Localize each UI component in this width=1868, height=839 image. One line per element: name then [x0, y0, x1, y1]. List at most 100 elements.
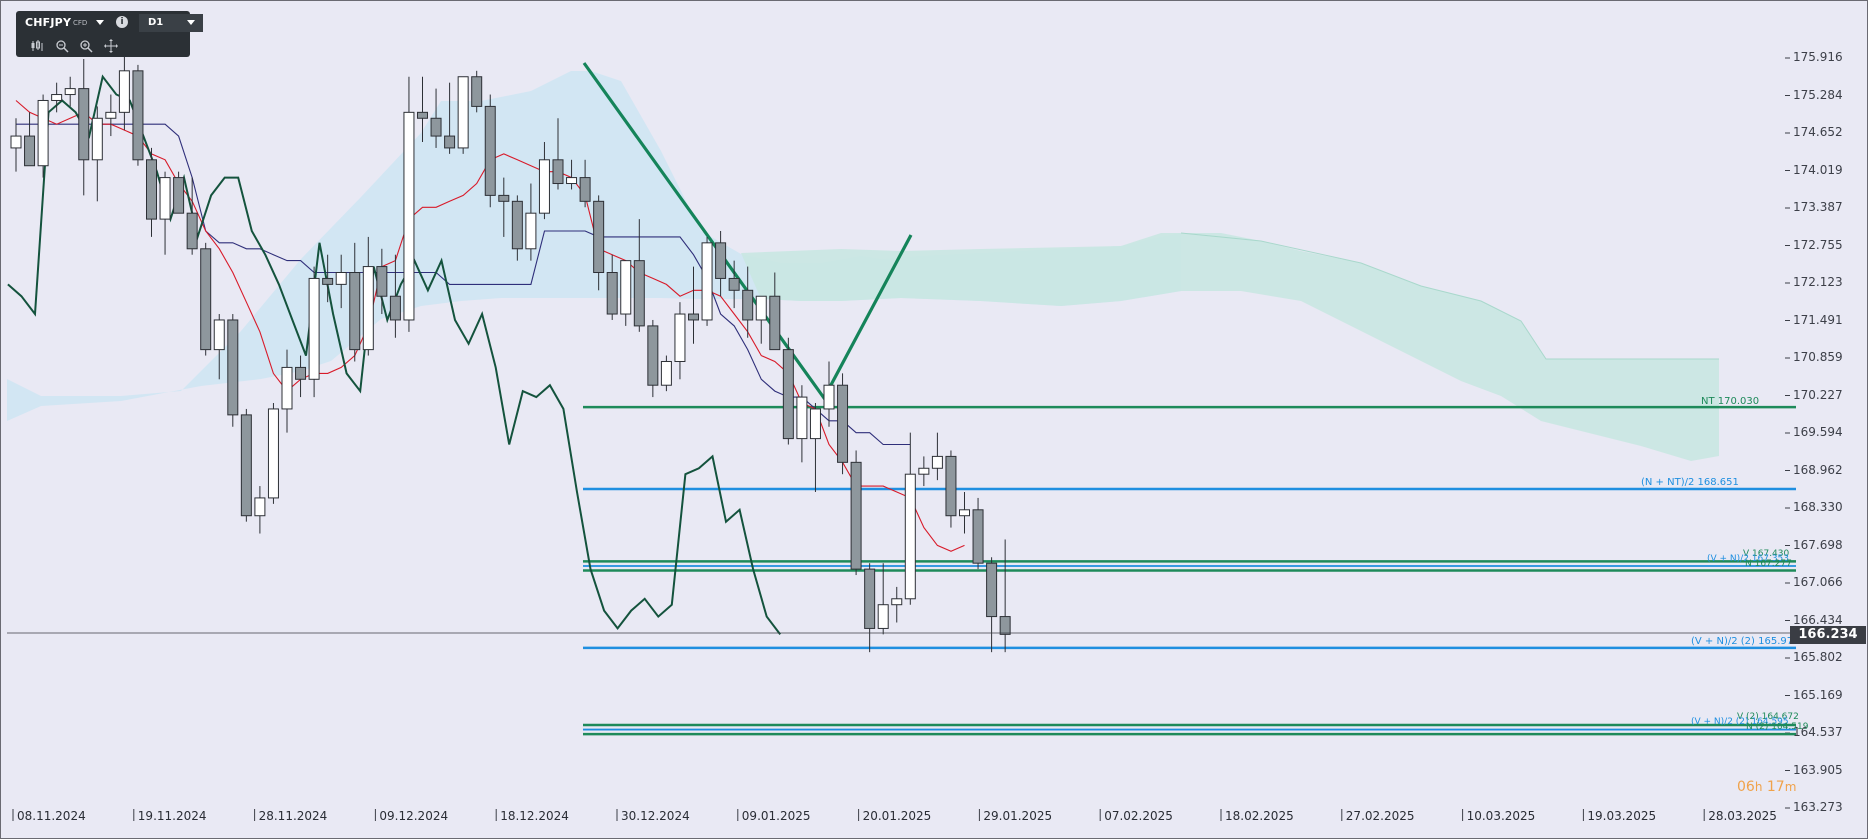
candle — [186, 177, 198, 255]
candle-body — [525, 212, 537, 250]
candle — [51, 82, 63, 113]
candle-body — [362, 266, 374, 351]
candle — [417, 76, 428, 142]
level-label-n-nt: (N + NT)/2 168.651 — [1641, 477, 1739, 488]
candle-body — [945, 455, 957, 517]
price-tick-label: 175.916 — [1793, 50, 1843, 64]
candle-body — [850, 461, 862, 570]
candle — [254, 486, 266, 534]
candle — [132, 64, 144, 166]
candle — [593, 195, 605, 291]
time-tick-label: 08.11.2024 — [17, 809, 86, 823]
time-tick-label: 28.03.2025 — [1708, 809, 1777, 823]
time-tick-label: 20.01.2025 — [862, 809, 932, 823]
candle-body — [159, 177, 171, 220]
candle-body — [295, 366, 307, 380]
candle — [945, 450, 957, 528]
candles-icon[interactable] — [28, 39, 46, 55]
candle-body — [918, 467, 930, 475]
time-tick-label: 19.11.2024 — [137, 809, 207, 823]
timeframe-label: D1 — [148, 17, 164, 28]
candle-body — [742, 289, 754, 321]
countdown-minutes: 17 — [1766, 779, 1785, 795]
candle-body — [891, 598, 903, 606]
candle-body — [51, 94, 63, 101]
candle — [267, 403, 279, 504]
candle-body — [701, 242, 713, 321]
countdown-hours: 06 — [1737, 779, 1755, 795]
price-tick-label: 167.698 — [1793, 537, 1843, 552]
candle — [498, 177, 510, 237]
crosshair-icon[interactable] — [102, 39, 120, 55]
price-tick-label: 173.387 — [1793, 200, 1843, 214]
candle-body — [511, 200, 523, 250]
price-tick-label: 174.019 — [1793, 162, 1843, 177]
candle — [227, 314, 239, 427]
candle — [308, 266, 320, 398]
time-tick-label: 27.02.2025 — [1345, 809, 1415, 823]
candle-body — [999, 616, 1011, 635]
candle-body — [322, 277, 334, 285]
level-label-vn2: (V + N)/2 (2) 165.972 — [1691, 636, 1800, 647]
candle-body — [579, 177, 591, 202]
info-icon[interactable]: i — [116, 16, 128, 28]
candle-body — [552, 159, 564, 185]
candle-body — [864, 568, 876, 629]
price-tick-label: 168.330 — [1793, 500, 1843, 514]
candle — [295, 355, 307, 398]
candle-body — [986, 562, 998, 618]
time-tick-label: 09.01.2025 — [741, 809, 811, 823]
zoom-out-icon[interactable] — [53, 39, 71, 55]
candle — [566, 159, 578, 190]
candle — [335, 254, 347, 309]
candle-body — [24, 135, 36, 167]
candle — [24, 112, 36, 167]
candle — [105, 94, 117, 137]
candle-body — [809, 408, 821, 440]
time-tick-label: 19.03.2025 — [1587, 809, 1657, 823]
candle-body — [267, 408, 279, 499]
timeframe-dropdown-icon[interactable] — [187, 20, 195, 25]
candle-body — [837, 384, 849, 463]
price-tick-label: 168.962 — [1793, 462, 1843, 477]
symbol-dropdown-icon[interactable] — [96, 20, 104, 25]
price-tick-label: 175.284 — [1793, 87, 1843, 102]
candle-body — [10, 135, 22, 149]
support-resistance-levels — [583, 405, 1796, 736]
candle — [173, 171, 185, 214]
candle — [281, 349, 293, 433]
countdown-hours-unit: h — [1754, 780, 1763, 794]
current-price-tag: 166.234 — [1790, 626, 1866, 644]
price-tick-label: 169.594 — [1793, 425, 1843, 439]
price-gridlines — [12, 57, 1790, 821]
candle — [837, 373, 849, 475]
price-tick-label: 165.169 — [1793, 687, 1843, 702]
price-tick-label: 167.066 — [1793, 575, 1843, 589]
candle-body — [118, 70, 130, 113]
kijun-sen-line — [16, 123, 911, 446]
candle-body — [823, 384, 835, 410]
candle — [118, 53, 130, 131]
symbol-label[interactable]: CHFJPY — [25, 16, 72, 29]
time-tick-label: 07.02.2025 — [1104, 809, 1173, 823]
candle — [525, 183, 537, 261]
candle — [715, 230, 727, 297]
level-label-vn2b: (V + N)/2 (2) 164.595 — [1691, 717, 1789, 727]
timeframe-selector[interactable]: D1 — [139, 14, 203, 32]
candle-body — [959, 509, 970, 517]
candle-body — [430, 117, 442, 137]
candle — [349, 242, 361, 362]
candle — [552, 118, 564, 190]
candle-body — [78, 88, 90, 161]
candle — [78, 58, 90, 196]
candle-body — [660, 360, 672, 386]
zoom-in-icon[interactable] — [77, 39, 95, 55]
candle-body — [240, 414, 252, 517]
level-label-n: N 167.277 — [1745, 559, 1792, 569]
candle — [742, 266, 754, 338]
candle — [891, 586, 903, 623]
candle-body — [173, 177, 185, 214]
candle — [64, 76, 76, 107]
candle — [972, 497, 984, 570]
